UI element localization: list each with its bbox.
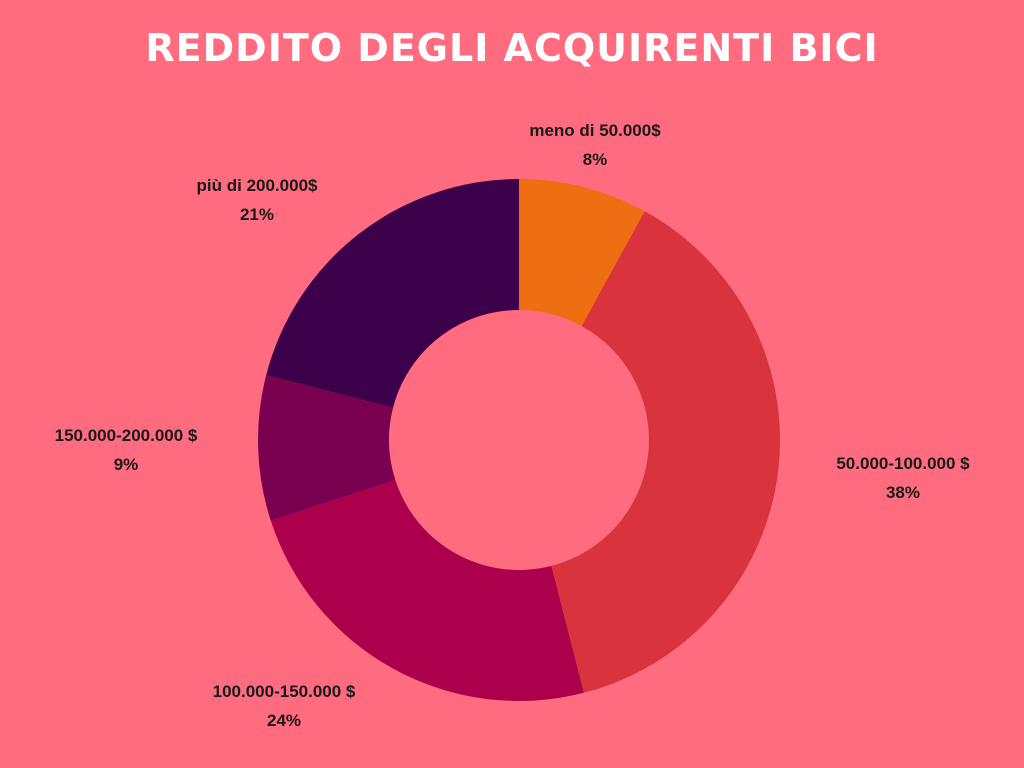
slice-label: meno di 50.000$ 8%	[529, 116, 660, 174]
slice-label: 150.000-200.000 $ 9%	[55, 421, 198, 479]
slice-label: 100.000-150.000 $ 24%	[213, 677, 356, 735]
slice-label-name: più di 200.000$	[196, 176, 318, 195]
donut-slice	[266, 179, 519, 408]
slice-label-value: 21%	[239, 205, 275, 224]
slice-label-value: 8%	[582, 150, 608, 169]
donut-slice	[258, 375, 396, 521]
slice-label: 50.000-100.000 $ 38%	[836, 449, 969, 507]
slice-label-name: 100.000-150.000 $	[212, 682, 356, 701]
slice-label: più di 200.000$ 21%	[197, 171, 318, 229]
slice-label-name: meno di 50.000$	[529, 121, 661, 140]
slice-label-value: 38%	[885, 483, 921, 502]
slice-label-value: 9%	[113, 455, 139, 474]
slice-label-name: 50.000-100.000 $	[836, 454, 970, 473]
donut-slice	[519, 179, 645, 327]
slice-label-value: 24%	[266, 711, 302, 730]
slice-label-name: 150.000-200.000 $	[54, 426, 198, 445]
donut-slice	[270, 480, 584, 702]
donut-slice	[551, 211, 781, 693]
chart-title: REDDITO DEGLI ACQUIRENTI BICI	[145, 26, 879, 70]
